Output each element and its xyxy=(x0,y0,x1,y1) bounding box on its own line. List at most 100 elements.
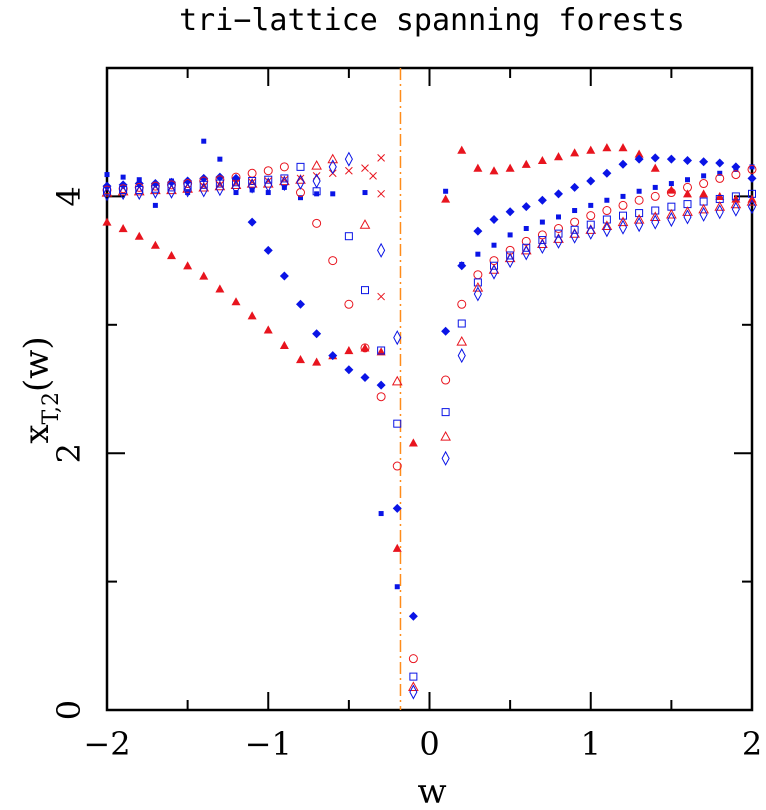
data-point-filled-triangle xyxy=(134,231,144,240)
data-point-open-circle xyxy=(344,299,354,309)
data-point-open-triangle xyxy=(617,216,629,227)
data-point-open-diamond xyxy=(473,286,482,302)
data-point-open-triangle xyxy=(408,681,419,691)
data-point-open-triangle xyxy=(714,201,726,211)
data-point-filled-diamond xyxy=(521,202,531,212)
data-point-filled-diamond xyxy=(247,217,257,227)
data-point-open-circle xyxy=(473,270,483,280)
data-point-filled-diamond xyxy=(747,173,757,183)
data-point-filled-diamond xyxy=(618,159,628,169)
data-point-filled-diamond xyxy=(586,176,596,186)
data-point-filled-diamond xyxy=(634,154,644,164)
data-point-filled-diamond xyxy=(263,245,273,255)
data-point-filled-diamond xyxy=(296,299,305,309)
data-point-filled-square xyxy=(620,193,626,199)
data-point-filled-diamond xyxy=(199,173,209,183)
data-point-open-circle xyxy=(731,170,741,180)
data-point-filled-triangle xyxy=(344,345,354,355)
data-point-open-square xyxy=(473,278,482,287)
x-tick-label: −1 xyxy=(245,725,292,763)
data-point-filled-triangle xyxy=(183,261,193,270)
data-point-filled-square xyxy=(249,187,255,193)
data-point-open-diamond xyxy=(215,181,224,197)
data-point-open-diamond xyxy=(554,233,563,249)
data-point-open-circle xyxy=(683,182,692,192)
data-point-open-diamond xyxy=(747,199,757,215)
x-tick-label: 2 xyxy=(742,725,762,763)
data-point-open-diamond xyxy=(409,684,418,700)
data-point-open-square xyxy=(361,286,369,295)
data-point-open-triangle xyxy=(698,203,709,214)
data-point-filled-square xyxy=(378,511,384,517)
data-point-open-square xyxy=(538,236,547,245)
data-point-filled-square xyxy=(152,202,158,208)
data-point-open-triangle xyxy=(649,211,661,222)
data-point-open-diamond xyxy=(248,178,257,194)
data-point-open-square xyxy=(457,319,466,328)
data-point-filled-square xyxy=(443,188,449,194)
data-point-open-triangle xyxy=(472,282,484,292)
data-point-cross xyxy=(361,164,369,173)
y-label-main: x xyxy=(17,424,57,443)
data-point-open-circle xyxy=(650,191,660,201)
data-point-open-square xyxy=(554,229,563,238)
data-point-open-triangle xyxy=(666,208,677,219)
data-point-filled-triangle xyxy=(392,543,402,552)
data-point-filled-diamond xyxy=(328,351,338,361)
data-point-filled-diamond xyxy=(473,226,483,236)
data-point-cross xyxy=(377,189,385,198)
data-point-filled-square xyxy=(233,190,239,196)
data-point-open-circle xyxy=(634,195,644,205)
data-point-open-diamond xyxy=(699,206,708,222)
data-point-open-square xyxy=(586,220,595,229)
x-axis-label: w xyxy=(417,772,446,810)
data-point-open-circle xyxy=(570,217,580,227)
data-point-open-circle xyxy=(441,375,451,385)
data-point-open-square xyxy=(619,211,627,220)
data-point-filled-diamond xyxy=(489,215,499,225)
data-point-open-diamond xyxy=(651,214,660,230)
data-point-filled-triangle xyxy=(666,185,676,194)
data-point-open-circle xyxy=(312,218,322,228)
data-point-open-diamond xyxy=(570,228,579,244)
data-point-filled-square xyxy=(120,174,126,180)
data-point-open-triangle xyxy=(359,219,371,229)
data-point-filled-square xyxy=(668,181,674,187)
data-point-filled-diamond xyxy=(150,179,160,189)
data-point-open-diamond xyxy=(135,184,144,201)
axis-ticks xyxy=(106,67,753,711)
data-point-filled-triangle xyxy=(650,163,660,172)
data-point-open-diamond xyxy=(151,183,160,199)
y-tick-label: 4 xyxy=(50,186,88,206)
data-point-filled-square xyxy=(265,190,271,196)
data-point-filled-square xyxy=(733,166,739,172)
data-point-filled-triangle xyxy=(199,271,209,280)
data-point-open-diamond xyxy=(102,186,112,202)
data-point-open-diamond xyxy=(457,348,466,364)
data-point-filled-triangle xyxy=(312,357,322,366)
x-tick-label: −2 xyxy=(83,725,130,763)
data-point-filled-triangle xyxy=(699,189,709,198)
data-point-filled-triangle xyxy=(441,194,451,203)
data-point-open-diamond xyxy=(667,211,676,228)
data-point-filled-triangle xyxy=(505,163,515,172)
data-point-open-square xyxy=(248,176,257,185)
data-point-open-circle xyxy=(408,654,418,664)
data-point-open-diamond xyxy=(167,183,176,199)
data-point-filled-square xyxy=(701,173,707,179)
data-point-open-circle xyxy=(392,461,402,471)
data-point-open-circle xyxy=(537,230,547,240)
data-point-filled-triangle xyxy=(102,217,112,226)
data-point-open-diamond xyxy=(264,177,273,193)
data-point-open-diamond xyxy=(199,182,208,198)
data-point-open-square xyxy=(490,261,498,270)
data-point-cross xyxy=(377,292,385,301)
data-point-open-diamond xyxy=(635,217,644,233)
data-point-open-diamond xyxy=(441,450,450,466)
data-point-filled-diamond xyxy=(570,182,580,192)
data-point-filled-triangle xyxy=(118,224,128,233)
data-point-open-diamond xyxy=(522,245,531,261)
data-point-open-triangle xyxy=(311,160,322,170)
data-point-filled-diamond xyxy=(376,380,386,390)
data-markers xyxy=(101,138,758,700)
